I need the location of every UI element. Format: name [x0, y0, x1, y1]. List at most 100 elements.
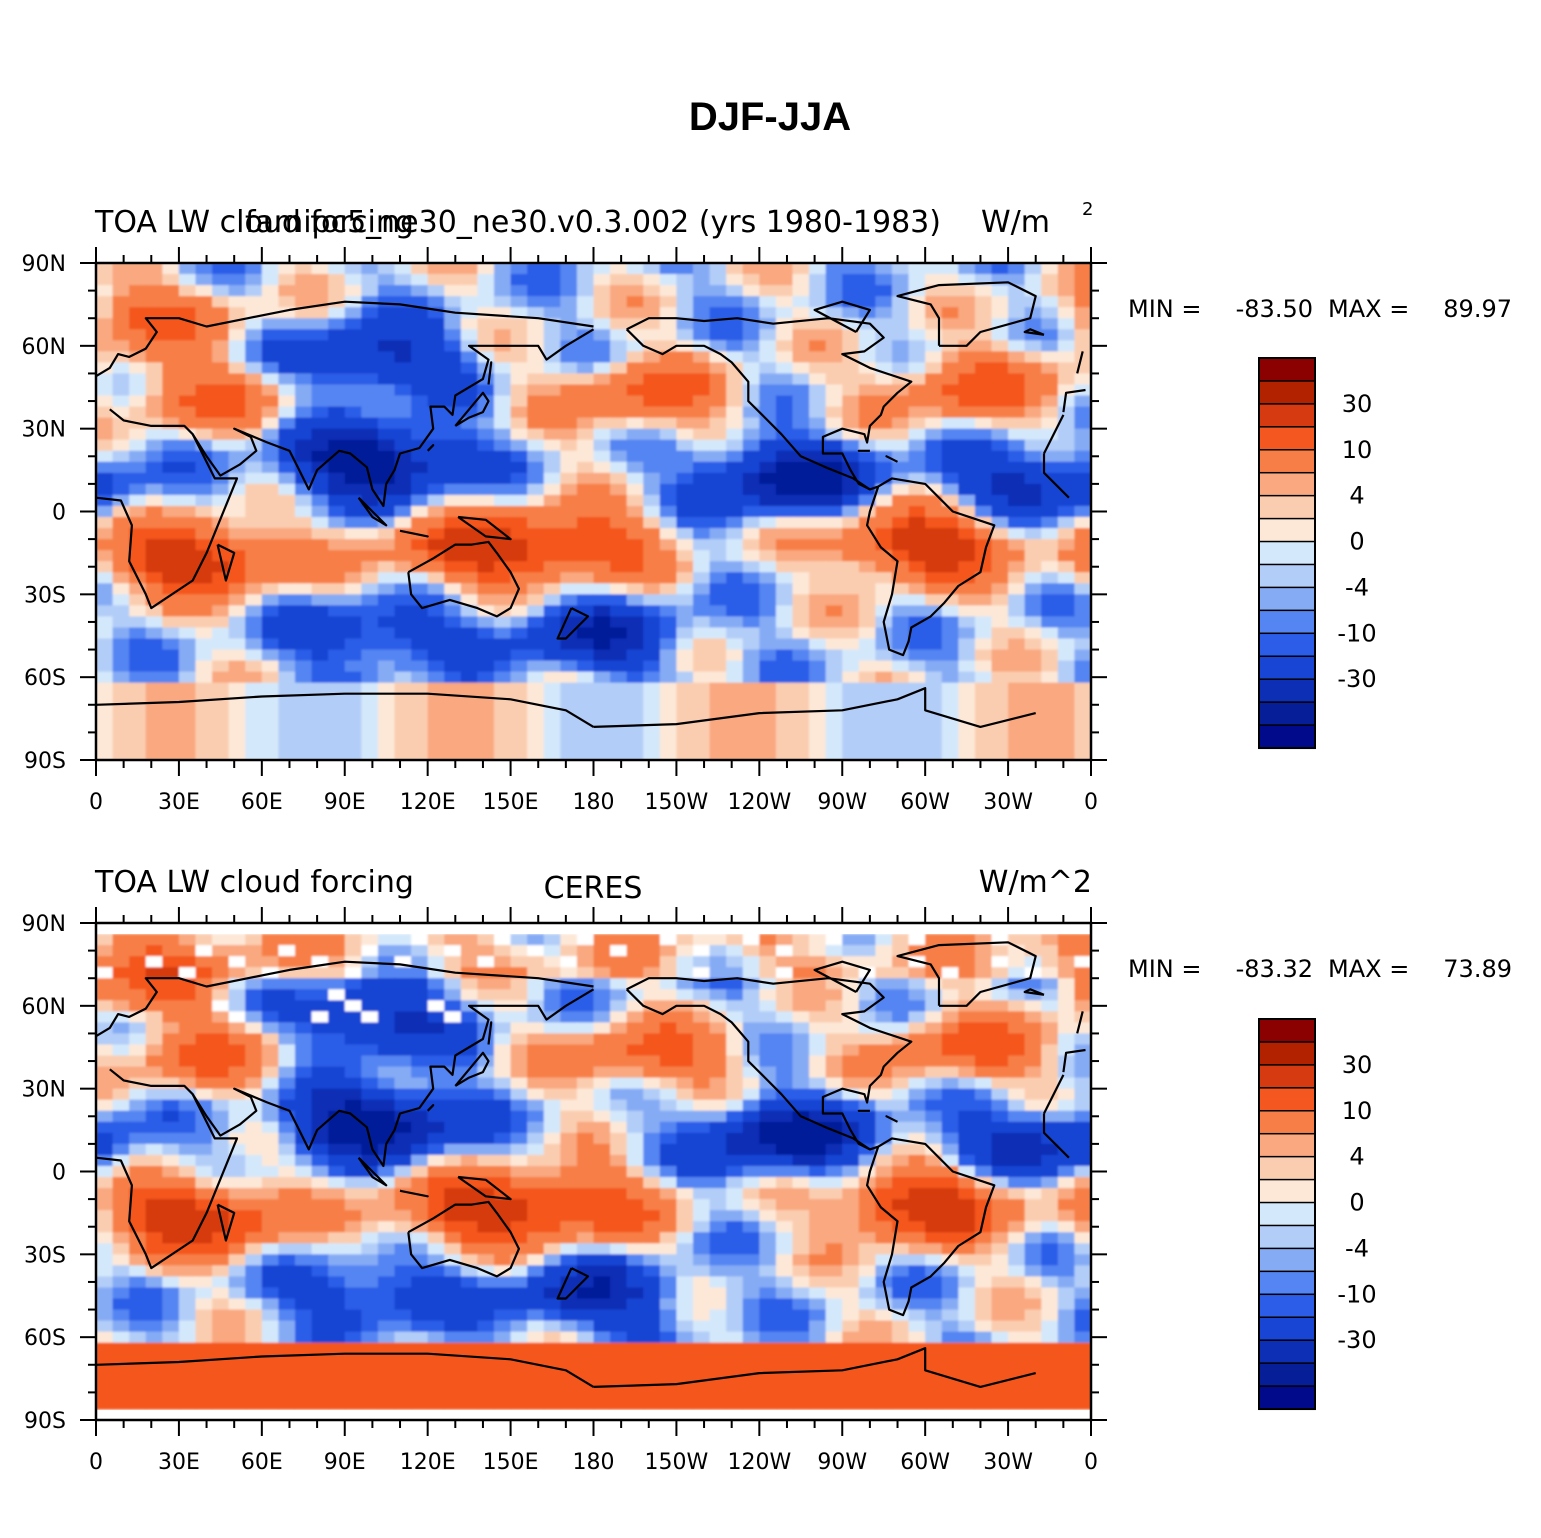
field-cell: [726, 594, 744, 606]
field-cell: [958, 616, 976, 629]
field-cell: [311, 439, 329, 452]
field-cell: [1024, 1243, 1042, 1255]
field-cell: [1008, 660, 1026, 673]
field-cell: [792, 1210, 810, 1222]
lat-tick-label: 60S: [24, 666, 66, 691]
field-cell: [245, 715, 263, 728]
field-cell: [1041, 318, 1059, 330]
field-cell: [295, 594, 313, 606]
field-cell: [195, 1165, 213, 1178]
field-cell: [726, 649, 744, 662]
field-cell: [908, 428, 926, 441]
field-cell: [1041, 428, 1059, 441]
field-cell: [892, 1132, 910, 1145]
field-cell: [344, 318, 362, 330]
field-cell: [178, 528, 197, 540]
field-cell: [195, 1221, 213, 1233]
field-cell: [875, 1066, 893, 1079]
field-cell: [96, 351, 114, 363]
field-cell: [212, 439, 230, 452]
field-cell: [145, 934, 163, 946]
field-cell: [212, 660, 230, 673]
field-cell: [328, 1099, 346, 1112]
field-cell: [228, 1232, 246, 1244]
field-cell: [162, 1044, 180, 1057]
field-cell: [560, 572, 578, 584]
field-cell: [1024, 1165, 1042, 1178]
field-cell: [1074, 461, 1092, 474]
field-cell: [510, 274, 528, 286]
field-cell: [129, 682, 147, 695]
field-cell: [96, 274, 114, 286]
field-cell: [560, 318, 578, 330]
field-cell: [610, 1143, 628, 1156]
field-cell: [261, 296, 280, 308]
field-cell: [460, 318, 479, 330]
field-cell: [112, 483, 130, 496]
field-cell: [693, 956, 711, 968]
field-cell: [626, 715, 644, 728]
field-cell: [295, 1022, 313, 1035]
field-cell: [576, 572, 595, 584]
field-cell: [112, 715, 130, 728]
field-cell: [527, 517, 545, 529]
field-cell: [560, 406, 578, 419]
field-cell: [1074, 1221, 1092, 1233]
field-cell: [842, 1099, 860, 1112]
field-cell: [892, 351, 910, 363]
field-cell: [527, 274, 545, 286]
field-cell: [145, 627, 163, 640]
field-cell: [693, 978, 711, 990]
field-cell: [610, 362, 628, 375]
field-cell: [377, 934, 396, 946]
field-cell: [129, 1066, 147, 1079]
field-cell: [610, 550, 628, 562]
field-cell: [178, 450, 197, 463]
field-cell: [875, 748, 893, 761]
field-cell: [659, 1254, 678, 1266]
field-cell: [626, 1287, 644, 1300]
field-cell: [842, 1088, 860, 1101]
field-cell: [643, 1309, 661, 1322]
field-cell: [892, 1221, 910, 1233]
field-cell: [809, 1188, 827, 1200]
field-cell: [278, 263, 296, 275]
field-cell: [361, 726, 379, 739]
field-cell: [112, 439, 130, 452]
field-cell: [560, 726, 578, 739]
field-cell: [974, 1254, 993, 1266]
field-cell: [261, 373, 280, 386]
field-cell: [958, 704, 976, 717]
field-cell: [278, 737, 296, 750]
field-cell: [162, 472, 180, 485]
field-cell: [427, 296, 445, 308]
field-cell: [311, 395, 329, 408]
field-cell: [676, 1177, 694, 1189]
field-cell: [394, 1287, 412, 1300]
field-cell: [626, 439, 644, 452]
field-cell: [610, 1221, 628, 1233]
missing-data-cell: [178, 967, 197, 979]
field-cell: [676, 1188, 694, 1200]
field-cell: [792, 395, 810, 408]
field-cell: [643, 472, 661, 485]
field-cell: [709, 483, 727, 496]
field-cell: [377, 1243, 396, 1255]
field-cell: [626, 1077, 644, 1090]
field-cell: [494, 1033, 512, 1046]
field-cell: [825, 1243, 843, 1255]
field-cell: [875, 384, 893, 397]
field-cell: [925, 505, 943, 518]
field-cell: [842, 1243, 860, 1255]
field-cell: [610, 494, 628, 507]
field-cell: [958, 1132, 976, 1145]
field-cell: [311, 934, 329, 946]
field-cell: [162, 715, 180, 728]
field-cell: [775, 384, 794, 397]
field-cell: [593, 561, 611, 573]
missing-data-cell: [344, 967, 362, 979]
field-cell: [825, 1154, 843, 1167]
field-cell: [112, 362, 130, 375]
field-cell: [145, 726, 163, 739]
field-cell: [162, 1188, 180, 1200]
